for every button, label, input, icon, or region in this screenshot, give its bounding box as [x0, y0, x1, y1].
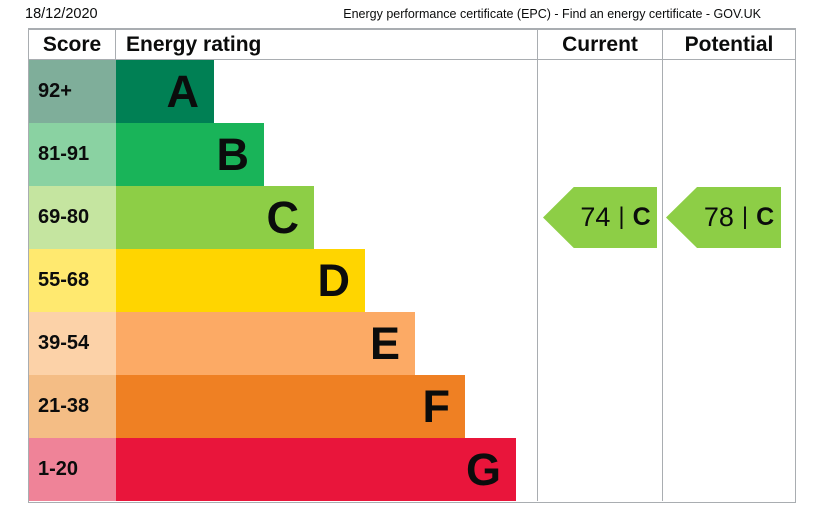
band-score-range: 39-54	[29, 312, 116, 375]
potential-rating-value: 78	[703, 202, 734, 232]
epc-table-body: 74 | C 78 | C 92+ A 81-91 B 69-80 C 55-6…	[29, 60, 795, 501]
header-potential: Potential	[662, 30, 795, 59]
band-row-d: 55-68 D	[29, 249, 795, 312]
band-bar-b: B	[116, 123, 264, 186]
band-score-range: 92+	[29, 60, 116, 123]
band-bar-a: A	[116, 60, 214, 123]
band-bar-c: C	[116, 186, 314, 249]
potential-rating-separator: |	[741, 202, 749, 230]
header-current: Current	[537, 30, 662, 59]
band-row-c: 69-80 C	[29, 186, 795, 249]
band-bar-f: F	[116, 375, 465, 438]
band-row-e: 39-54 E	[29, 312, 795, 375]
potential-rating-band: C	[756, 203, 775, 231]
print-header: 18/12/2020 Energy performance certificat…	[25, 6, 761, 22]
band-row-a: 92+ A	[29, 60, 795, 123]
potential-column-divider	[662, 60, 663, 501]
epc-table-header: Score Energy rating Current Potential	[29, 30, 795, 60]
band-score-range: 21-38	[29, 375, 116, 438]
band-score-range: 1-20	[29, 438, 116, 501]
current-column-divider	[537, 60, 538, 501]
band-bar-g: G	[116, 438, 516, 501]
band-row-b: 81-91 B	[29, 123, 795, 186]
band-score-range: 81-91	[29, 123, 116, 186]
print-page-title: Energy performance certificate (EPC) - F…	[343, 7, 761, 21]
current-rating-band: C	[632, 203, 651, 231]
band-bar-e: E	[116, 312, 415, 375]
band-row-g: 1-20 G	[29, 438, 795, 501]
band-score-range: 55-68	[29, 249, 116, 312]
header-score: Score	[29, 30, 116, 59]
print-date: 18/12/2020	[25, 6, 98, 22]
band-row-f: 21-38 F	[29, 375, 795, 438]
current-rating-separator: |	[618, 202, 625, 230]
current-rating-value: 74	[580, 202, 611, 232]
epc-rating-chart: Score Energy rating Current Potential 74…	[28, 28, 796, 503]
band-score-range: 69-80	[29, 186, 116, 249]
header-energy-rating: Energy rating	[126, 32, 262, 56]
band-bar-d: D	[116, 249, 365, 312]
